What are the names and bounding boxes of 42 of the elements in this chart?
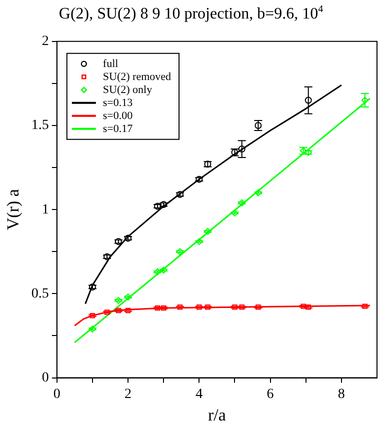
x-tick-label: 0 [53,386,60,402]
point [256,304,261,310]
point [176,248,184,256]
y-tick-label: 2 [42,34,49,50]
point [124,234,132,242]
point [238,199,246,206]
legend-label: SU(2) removed [102,70,172,83]
legend-label: SU(2) only [102,84,153,96]
y-tick-label: 0.5 [31,286,49,302]
point [177,304,183,310]
point [116,308,122,314]
legend-label: s=0.17 [102,122,134,135]
point [88,326,96,333]
point [125,308,131,314]
point [304,96,312,104]
point [114,296,122,304]
point [124,294,132,301]
y-tick-label: 0 [42,370,49,386]
point [205,304,210,310]
point [231,209,238,216]
point [238,146,246,153]
point [204,228,212,235]
point [90,312,96,318]
point [196,238,203,246]
y-tick-label: 1.5 [31,118,49,134]
x-axis-title: r/a [208,405,226,424]
point [232,304,238,310]
x-tick-label: 4 [196,386,203,402]
legend-label: s=0.00 [102,110,134,122]
y-tick-label: 1 [42,202,49,218]
point [254,189,262,196]
point [361,96,368,104]
legend-label: s=0.13 [102,96,134,109]
point [104,310,110,315]
y-axis-title: V(r) a [4,188,23,230]
chart-title: G(2), SU(2) 8 9 10 projection, b=9.6, 10$^{4}$ [58,4,324,24]
x-tick-label: 6 [266,386,274,402]
x-tick-label: 8 [338,386,345,402]
point [239,304,244,310]
x-tick-label: 2 [124,386,132,402]
legend-label: full [102,58,118,70]
point [196,304,202,310]
